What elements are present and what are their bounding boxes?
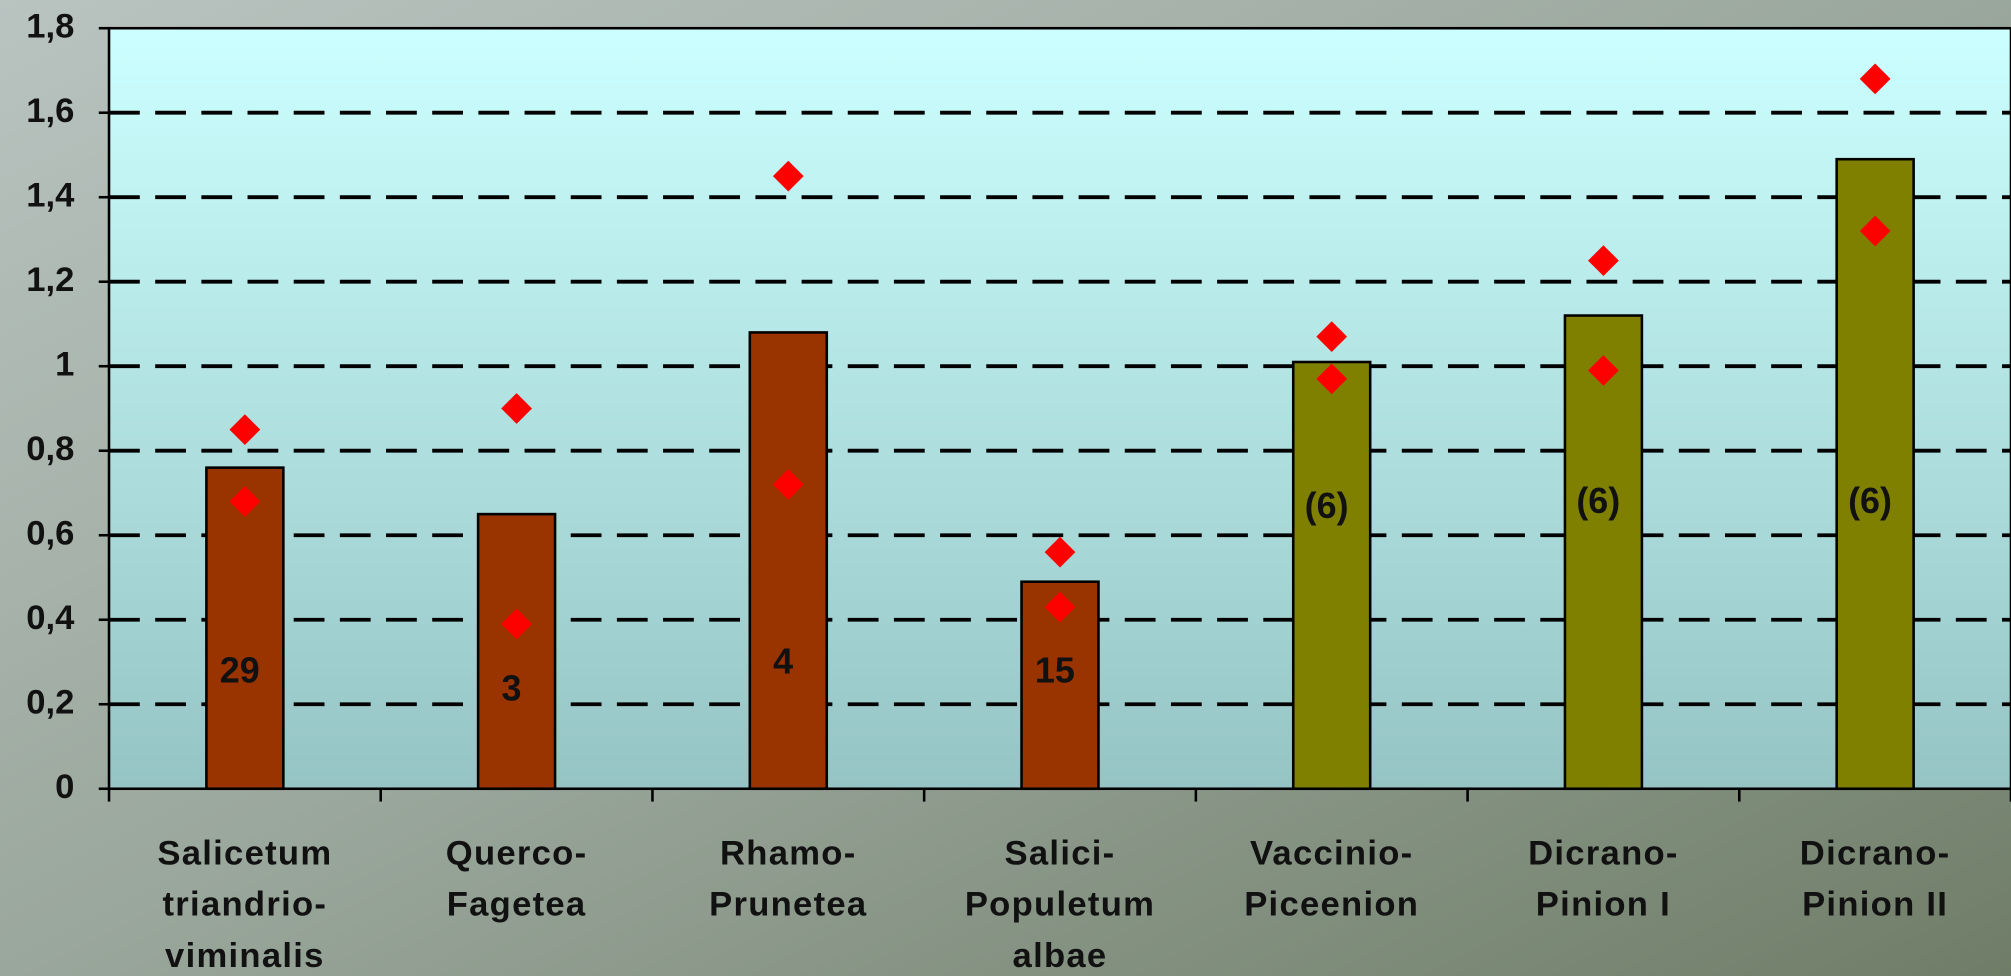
y-tick-label: 1,4	[26, 176, 75, 214]
y-tick-label: 0,8	[26, 430, 74, 468]
y-tick-label: 0,6	[26, 514, 74, 552]
y-tick-label: 1,8	[26, 7, 74, 45]
bar	[1565, 316, 1642, 789]
y-tick-label: 1	[55, 345, 74, 383]
page: {"chart_data": { "type": "bar", "categor…	[0, 0, 2011, 976]
chart: 0 0,2 0,4 0,6 0,8 1 1,2 1,4 1,6 1,8 Salicetumtrian…	[0, 0, 2011, 976]
bar	[1293, 362, 1370, 789]
bar	[1837, 159, 1914, 789]
y-tick-label: 1,2	[26, 261, 74, 299]
bar-label: 3	[501, 667, 521, 708]
bar	[478, 514, 555, 789]
bar-label: 29	[220, 649, 260, 690]
y-tick-label: 0,2	[26, 683, 74, 721]
bar-label: (6)	[1848, 480, 1892, 521]
y-tick-label: 1,6	[26, 92, 74, 130]
bar-label: 4	[773, 640, 793, 681]
bar	[750, 332, 827, 788]
bar-label: (6)	[1305, 485, 1349, 526]
bar-label: (6)	[1576, 480, 1620, 521]
bar-label: 15	[1035, 649, 1075, 690]
y-tick-label: 0	[55, 768, 74, 806]
y-tick-label: 0,4	[26, 599, 75, 637]
